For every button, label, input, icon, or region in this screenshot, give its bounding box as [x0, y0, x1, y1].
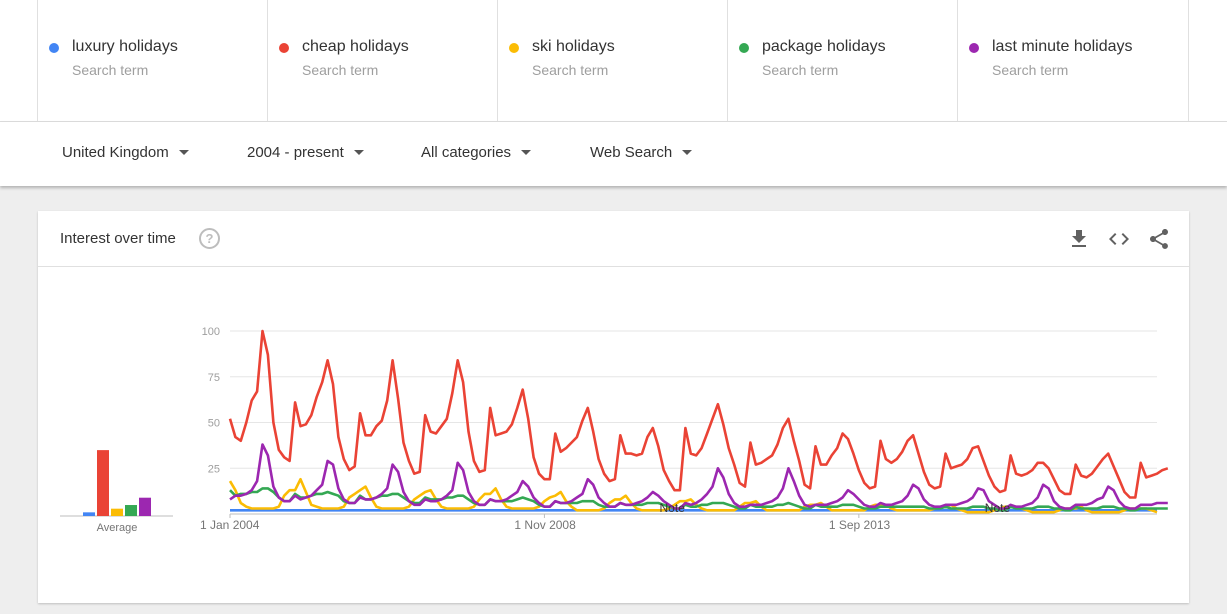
- dropdown-arrow-icon: [178, 150, 189, 155]
- y-tick-label: 100: [202, 326, 220, 338]
- filter-bar: United Kingdom 2004 - present All catego…: [0, 122, 1227, 186]
- average-label: Average: [97, 522, 138, 534]
- search-property-dropdown[interactable]: Web Search: [590, 144, 693, 161]
- series-line-package-holidays[interactable]: [229, 487, 1168, 512]
- series-line-cheap-holidays[interactable]: [228, 329, 1169, 499]
- chart-note-marker[interactable]: Note: [660, 501, 686, 515]
- dropdown-arrow-icon: [682, 150, 693, 155]
- dropdown-arrow-icon: [521, 150, 532, 155]
- chart-gridlines: 100 75 50 25: [202, 326, 1157, 515]
- help-circle-icon[interactable]: ?: [199, 228, 220, 249]
- time-range-dropdown[interactable]: 2004 - present: [247, 144, 364, 161]
- y-tick-label: 75: [208, 372, 220, 384]
- term-type: Search term: [302, 62, 379, 78]
- chart-series-lines: [228, 329, 1169, 514]
- share-icon[interactable]: [1147, 227, 1171, 251]
- term-name[interactable]: cheap holidays: [302, 38, 409, 55]
- download-icon[interactable]: [1067, 227, 1091, 251]
- card-header: Interest over time ?: [38, 211, 1189, 267]
- chart-x-axis: 1 Jan 2004 1 Nov 2008 1 Sep 2013 Note Note: [200, 501, 1010, 532]
- term-card-last-minute-holidays[interactable]: last minute holidays Search term: [957, 0, 1189, 121]
- term-card-cheap-holidays[interactable]: cheap holidays Search term: [267, 0, 498, 121]
- term-color-dot: [969, 43, 979, 53]
- region-filter-label: United Kingdom: [62, 144, 169, 161]
- term-color-dot: [509, 43, 519, 53]
- term-type: Search term: [532, 62, 609, 78]
- average-bar-ski-holidays[interactable]: [111, 508, 123, 516]
- y-tick-label: 25: [208, 463, 220, 475]
- average-bar-luxury-holidays[interactable]: [83, 512, 95, 516]
- region-filter-dropdown[interactable]: United Kingdom: [62, 144, 189, 161]
- series-line-last-minute-holidays[interactable]: [229, 443, 1168, 510]
- term-name[interactable]: ski holidays: [532, 38, 615, 55]
- time-range-label: 2004 - present: [247, 144, 344, 161]
- term-name[interactable]: last minute holidays: [992, 38, 1133, 55]
- average-bar-package-holidays[interactable]: [125, 505, 137, 516]
- term-color-dot: [739, 43, 749, 53]
- term-card-ski-holidays[interactable]: ski holidays Search term: [497, 0, 728, 121]
- category-dropdown[interactable]: All categories: [421, 144, 532, 161]
- embed-code-icon[interactable]: [1107, 227, 1131, 251]
- term-name[interactable]: package holidays: [762, 38, 886, 55]
- card-title: Interest over time: [60, 230, 176, 247]
- x-tick-label: 1 Jan 2004: [200, 518, 260, 532]
- term-color-dot: [279, 43, 289, 53]
- chart-note-marker[interactable]: Note: [985, 501, 1011, 515]
- term-name[interactable]: luxury holidays: [72, 38, 178, 55]
- search-terms-bar: luxury holidays Search term cheap holida…: [0, 0, 1227, 122]
- term-color-dot: [49, 43, 59, 53]
- term-type: Search term: [992, 62, 1069, 78]
- term-card-luxury-holidays[interactable]: luxury holidays Search term: [37, 0, 268, 121]
- term-type: Search term: [762, 62, 839, 78]
- dropdown-arrow-icon: [353, 150, 364, 155]
- average-bar-last-minute-holidays[interactable]: [139, 497, 151, 516]
- interest-over-time-card: Interest over time ? Average 100 75 50 25 1…: [38, 211, 1189, 603]
- average-bar-chart: Average: [60, 450, 173, 534]
- category-label: All categories: [421, 144, 512, 161]
- term-type: Search term: [72, 62, 149, 78]
- search-property-label: Web Search: [590, 144, 673, 161]
- y-tick-label: 50: [208, 418, 220, 430]
- average-bar-cheap-holidays[interactable]: [97, 450, 109, 516]
- x-tick-label: 1 Sep 2013: [829, 518, 891, 532]
- term-card-package-holidays[interactable]: package holidays Search term: [727, 0, 958, 121]
- x-tick-label: 1 Nov 2008: [514, 518, 576, 532]
